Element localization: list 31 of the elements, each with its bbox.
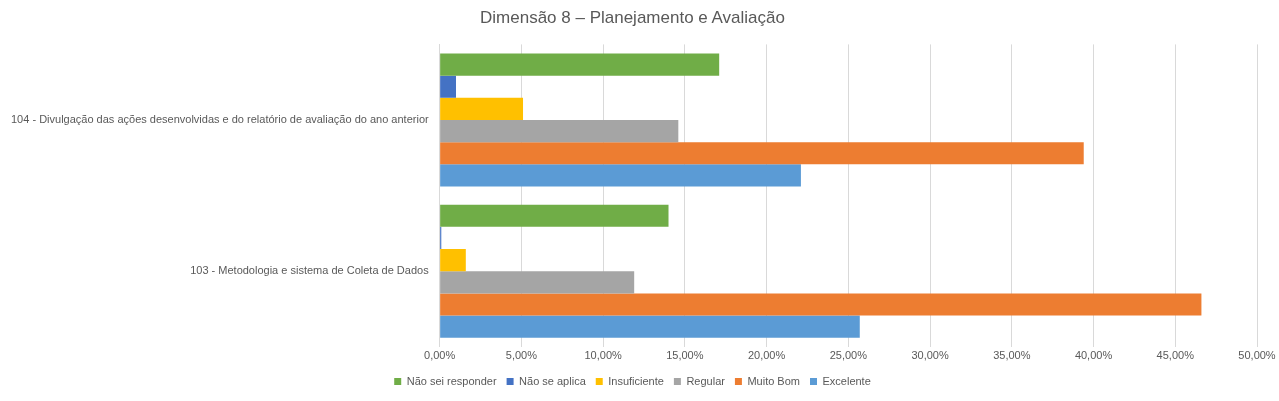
bar <box>440 142 1084 165</box>
x-tick-label: 15,00% <box>666 349 704 362</box>
legend-label: Não se aplica <box>519 374 587 387</box>
bar <box>440 293 1202 316</box>
legend-label: Excelente <box>822 374 871 387</box>
x-tick-label: 20,00% <box>747 349 786 362</box>
bar <box>440 249 466 272</box>
legend-label: Insuficiente <box>608 374 664 387</box>
bar <box>440 75 456 98</box>
y-tick-label: 104 - Divulgação das ações desenvolvidas e do relatório de avaliação do ano anterior <box>11 113 429 126</box>
y-tick-label: 103 - Metodologia e sistema de Coleta de Dados <box>190 264 430 277</box>
x-tick-label: 5,00% <box>505 349 538 362</box>
legend-label: Muito Bom <box>747 374 800 387</box>
bar <box>440 204 669 227</box>
legend-label: Regular <box>686 374 726 387</box>
x-tick-label: 0,00% <box>424 349 456 362</box>
x-tick-label: 50,00% <box>1238 349 1276 362</box>
bar <box>440 315 860 338</box>
x-tick-label: 25,00% <box>829 349 868 362</box>
bar <box>440 53 720 76</box>
bar <box>440 271 635 294</box>
x-tick-label: 10,00% <box>584 349 622 362</box>
bar <box>440 97 524 120</box>
chart-title: Dimensão 8 – Planejamento e Avaliação <box>480 7 785 27</box>
x-tick-label: 35,00% <box>993 349 1031 362</box>
bar <box>440 120 679 143</box>
bar <box>440 164 801 187</box>
legend-label: Não sei responder <box>406 374 497 387</box>
x-tick-label: 40,00% <box>1074 349 1113 362</box>
x-tick-label: 45,00% <box>1156 349 1195 362</box>
x-tick-label: 30,00% <box>911 349 949 362</box>
